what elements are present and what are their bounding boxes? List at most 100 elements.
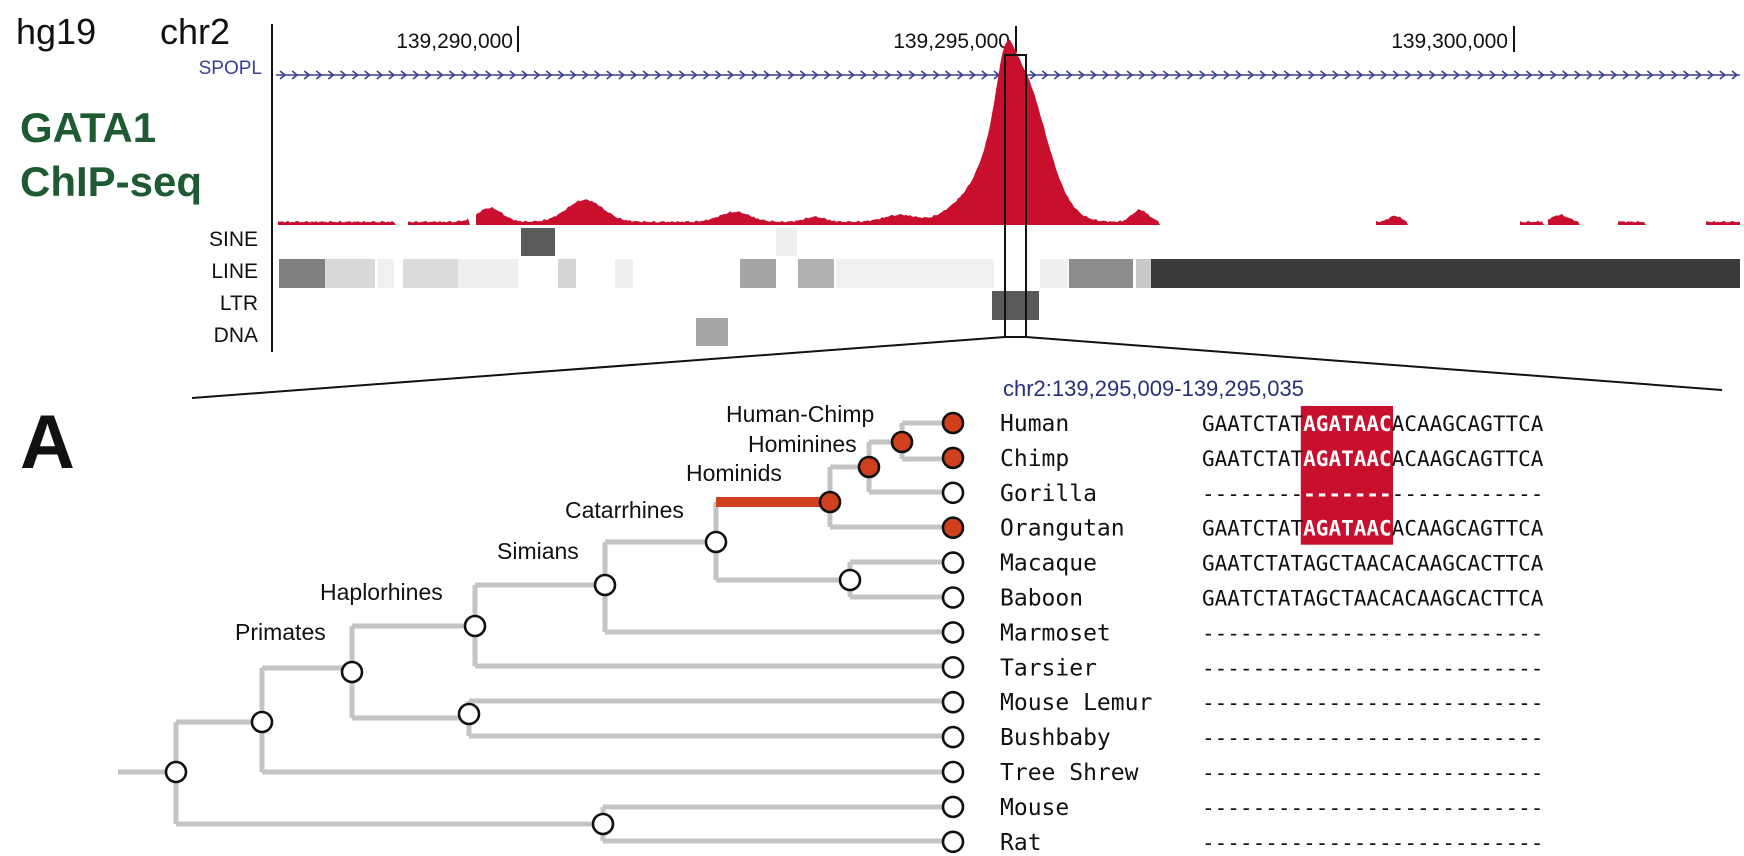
gene-arrow xyxy=(400,70,408,80)
repeat-label-line: LINE xyxy=(211,260,258,283)
gene-arrow xyxy=(690,70,698,80)
sequence: GAATCTATAGCTAACACAAGCACTTCA xyxy=(1202,552,1544,576)
tree-node-strepsirrhines xyxy=(457,702,481,726)
sequence-motif: AGCTAAC xyxy=(1303,587,1392,611)
sequence-prefix: -------- xyxy=(1202,656,1303,680)
gene-arrow xyxy=(376,70,384,80)
gene-arrow xyxy=(1731,70,1739,80)
dna-track xyxy=(696,318,728,346)
gene-arrow xyxy=(1344,70,1352,80)
sequence-prefix: -------- xyxy=(1202,726,1303,750)
line-element xyxy=(1151,259,1740,288)
gene-arrow xyxy=(654,70,662,80)
gene-arrow xyxy=(388,70,396,80)
species-label: Mouse Lemur xyxy=(1000,690,1152,716)
tree-node-human-chimp xyxy=(890,430,914,454)
gene-arrow xyxy=(811,70,819,80)
gene-arrow xyxy=(1550,70,1557,80)
region-label: chr2:139,295,009-139,295,035 xyxy=(1003,376,1304,401)
tree-node-hominines xyxy=(857,455,881,479)
gene-arrow xyxy=(1320,70,1327,80)
sequence-prefix: GAATCTAT xyxy=(1202,587,1304,611)
gene-arrow xyxy=(666,70,674,80)
gene-arrow xyxy=(969,70,976,80)
gene-arrow xyxy=(1114,70,1122,80)
gene-arrow xyxy=(896,70,904,80)
sequence: --------------------------- xyxy=(1202,761,1543,785)
clade-label-primates: Primates xyxy=(235,619,326,645)
tree-node-root xyxy=(164,760,188,784)
species-label: Bushbaby xyxy=(1000,725,1111,751)
gene-arrow xyxy=(1259,70,1267,80)
sine-element xyxy=(776,228,797,256)
leaf-node xyxy=(941,690,965,714)
gene-arrow xyxy=(1392,70,1400,80)
leaf-node xyxy=(941,830,965,854)
species-label: Macaque xyxy=(1000,551,1097,577)
line-element xyxy=(378,259,394,288)
panel-label: A xyxy=(20,400,75,485)
tree-node-haplorhines xyxy=(463,614,487,638)
gene-arrow xyxy=(461,70,468,80)
gene-arrow xyxy=(1271,70,1279,80)
gene-arrow xyxy=(1199,70,1206,80)
line-element xyxy=(1040,259,1068,288)
gene-arrow xyxy=(1066,70,1073,80)
gene-arrow xyxy=(715,70,722,80)
sequence-motif: AGCTAAC xyxy=(1303,552,1392,576)
gene-arrow xyxy=(932,70,940,80)
sequence-motif: ------- xyxy=(1303,656,1392,680)
gene-arrow xyxy=(1283,70,1291,80)
gene-arrow xyxy=(1489,70,1497,80)
gene-arrow xyxy=(775,70,783,80)
track-title-line1: GATA1 xyxy=(20,104,156,151)
tree-branches xyxy=(118,420,953,844)
gene-arrow xyxy=(884,70,892,80)
highlight-box xyxy=(1004,54,1027,338)
tree-node-primates xyxy=(340,660,364,684)
species-label: Mouse xyxy=(1000,795,1069,821)
gene-arrow xyxy=(836,70,843,80)
gene-arrow xyxy=(1537,70,1545,80)
line-element xyxy=(325,259,375,288)
gene-arrow xyxy=(606,70,613,80)
sequence-suffix: ACAAGCAGTTCA xyxy=(1392,517,1544,541)
gene-arrow xyxy=(1404,70,1412,80)
clade-label-hominines: Hominines xyxy=(748,431,857,457)
species-label: Tarsier xyxy=(1000,655,1097,681)
gene-arrow xyxy=(1477,70,1485,80)
sequence-motif: ------- xyxy=(1303,691,1392,715)
gene-arrow xyxy=(751,70,759,80)
track-title-line2: ChIP-seq xyxy=(20,158,202,205)
leaf-node xyxy=(941,516,965,540)
tree-node-hominids xyxy=(818,490,842,514)
line-element xyxy=(798,259,834,288)
leaf-node xyxy=(941,481,965,505)
gene-arrow xyxy=(981,70,989,80)
tree-node-catarrhines xyxy=(704,530,728,554)
leaf-node xyxy=(941,621,965,644)
gene-arrow xyxy=(291,70,299,80)
clade-label-simians: Simians xyxy=(497,538,579,564)
gene-arrow xyxy=(533,70,541,80)
sequence: --------------------------- xyxy=(1202,831,1543,855)
gene-label: SPOPL xyxy=(199,58,262,79)
sequence-suffix: ACAAGCAGTTCA xyxy=(1392,412,1544,436)
gene-arrow xyxy=(364,70,371,80)
motif-box xyxy=(1300,406,1393,545)
gene-arrow xyxy=(327,70,335,80)
line-element xyxy=(403,259,458,288)
species-label: Orangutan xyxy=(1000,516,1125,542)
gene-arrow xyxy=(727,70,734,80)
sequence: --------------------------- xyxy=(1202,796,1543,820)
gene-strand-arrows xyxy=(279,70,1739,80)
sequence-prefix: -------- xyxy=(1202,761,1303,785)
gene-arrow xyxy=(920,70,928,80)
clade-label-human-chimp: Human-Chimp xyxy=(726,401,874,427)
sine-element xyxy=(521,228,555,256)
sequence: --------------------------- xyxy=(1202,482,1543,506)
gene-arrow xyxy=(448,70,456,80)
species-label: Chimp xyxy=(1000,446,1069,472)
gene-arrow xyxy=(412,70,420,80)
